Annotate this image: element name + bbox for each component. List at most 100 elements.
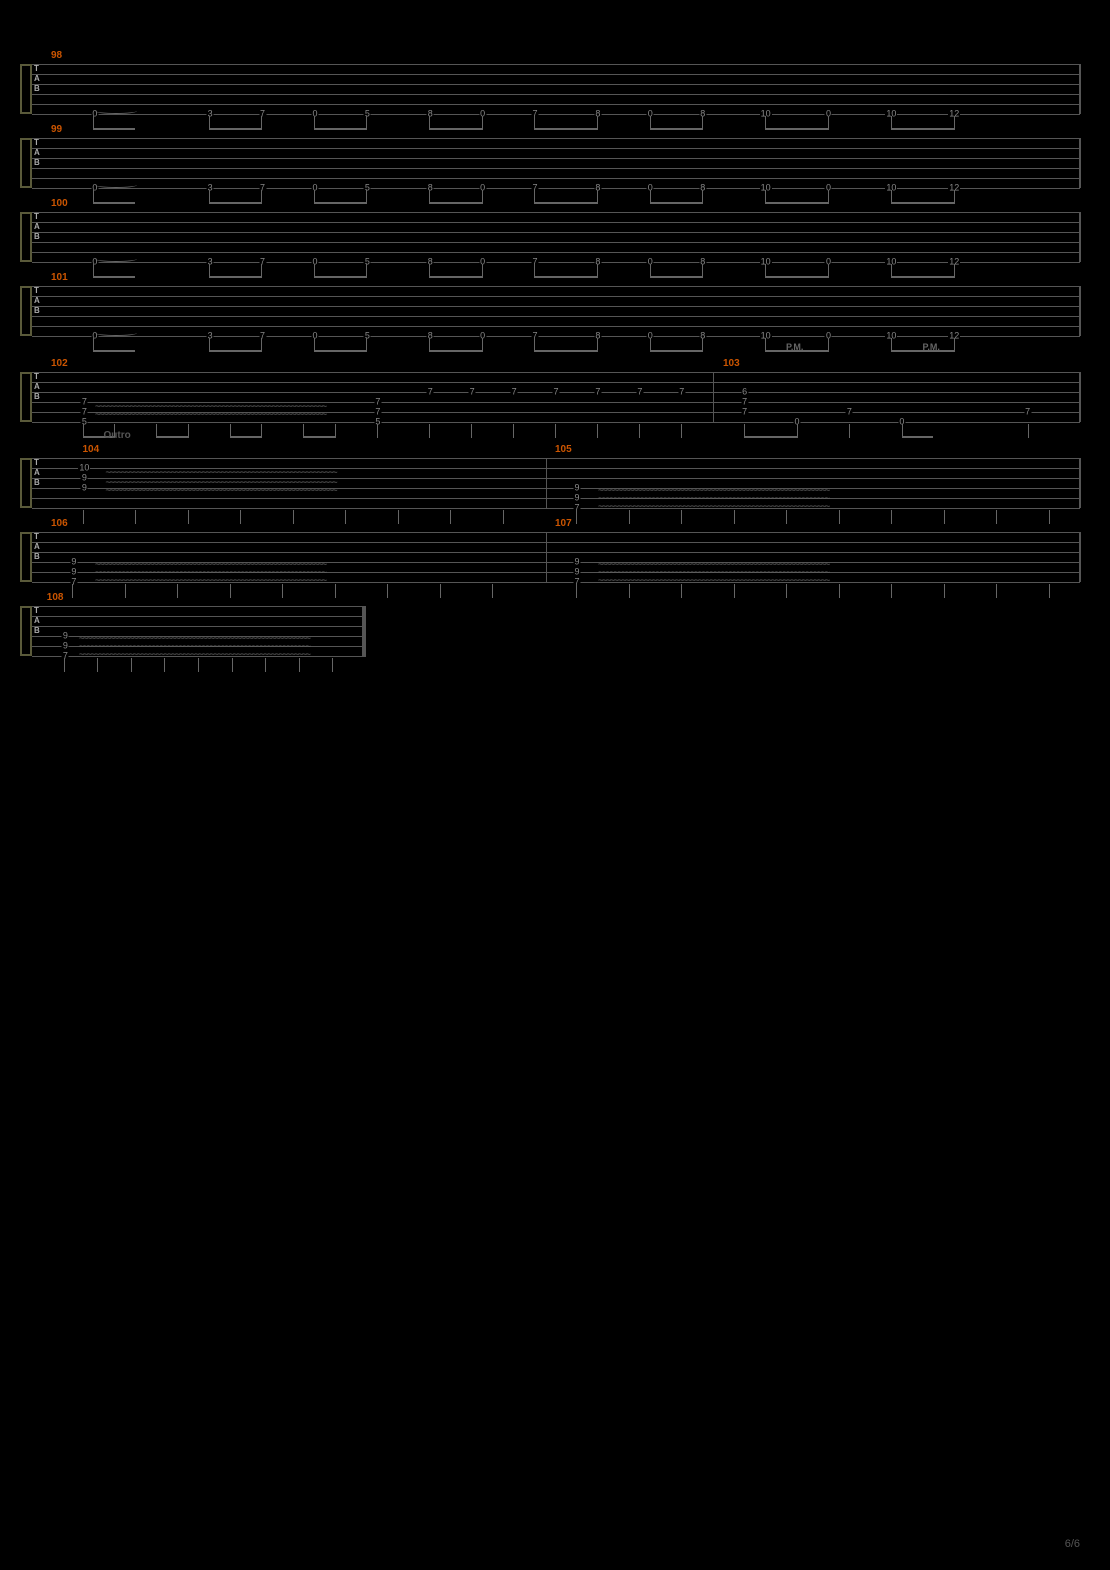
note-stem [786, 510, 787, 524]
section-label: Outro [104, 430, 131, 441]
string-line [32, 382, 1080, 383]
beam [93, 128, 135, 130]
string-line [32, 178, 1080, 179]
string-line [32, 168, 1080, 169]
note-stem [345, 510, 346, 524]
fret-number: 8 [427, 110, 434, 119]
note-stem [639, 424, 640, 438]
beam [429, 276, 482, 278]
tab-staff: TAB037058078081001012 [30, 286, 1080, 336]
note-stem [232, 658, 233, 672]
note-stem [734, 510, 735, 524]
string-line [32, 94, 1080, 95]
fret-number: 7 [594, 388, 601, 397]
note-stem [576, 584, 577, 598]
measure-number: 100 [51, 198, 68, 209]
note-stem [702, 190, 703, 204]
note-stem [366, 190, 367, 204]
fret-number: 5 [364, 332, 371, 341]
beam [744, 436, 797, 438]
note-stem [555, 424, 556, 438]
note-stem [681, 510, 682, 524]
fret-number: 9 [81, 474, 88, 483]
measure-row: 98TAB037058078081001012 [30, 64, 1080, 114]
beam [765, 276, 828, 278]
measure-number: 98 [51, 50, 62, 61]
fret-number: 9 [62, 642, 69, 651]
beam [534, 128, 597, 130]
string-line [32, 232, 1080, 233]
fret-number: 0 [311, 110, 318, 119]
note-stem [429, 424, 430, 438]
measure-row: 101TAB037058078081001012 [30, 286, 1080, 336]
note-stem [366, 338, 367, 352]
string-line [32, 252, 1080, 253]
beam [891, 128, 954, 130]
fret-number: 7 [81, 398, 88, 407]
barline [1080, 458, 1081, 508]
staff-bracket [20, 532, 30, 582]
note-stem [377, 424, 378, 438]
vibrato-mark: ~~~~~~~~~~~~~~~~~~~~~~~~~~~~~~~~~~~~~~~~… [105, 486, 524, 497]
string-line [32, 326, 1080, 327]
string-line [32, 606, 366, 607]
string-line [32, 64, 1080, 65]
fret-number: 7 [469, 388, 476, 397]
string-line [32, 222, 1080, 223]
tab-clef: TAB [34, 458, 40, 488]
note-stem [83, 510, 84, 524]
note-stem [954, 190, 955, 204]
fret-number: 9 [70, 568, 77, 577]
string-line [32, 372, 1080, 373]
beam [650, 276, 703, 278]
string-line [32, 188, 1080, 189]
note-stem [734, 584, 735, 598]
string-line [32, 114, 1080, 115]
fret-number: 5 [364, 258, 371, 267]
note-stem [828, 190, 829, 204]
string-line [32, 84, 1080, 85]
string-line [32, 158, 1080, 159]
note-stem [97, 658, 98, 672]
string-line [32, 104, 1080, 105]
note-stem [954, 116, 955, 130]
note-stem [188, 510, 189, 524]
tab-clef: TAB [34, 606, 40, 636]
beam [93, 276, 135, 278]
string-line [32, 262, 1080, 263]
string-line [32, 616, 366, 617]
barline [1080, 64, 1081, 114]
tab-page: 98TAB03705807808100101299TAB037058078081… [0, 0, 1110, 714]
barline [1079, 64, 1080, 114]
beam [534, 350, 597, 352]
vibrato-mark: ~~~~~~~~~~~~~~~~~~~~~~~~~~~~~~~~~~~~~~~~… [95, 576, 525, 587]
note-stem [1028, 424, 1029, 438]
beam [534, 202, 597, 204]
note-stem [261, 338, 262, 352]
staff-bracket [20, 606, 30, 656]
measure-row: 99TAB037058078081001012 [30, 138, 1080, 188]
string-line [32, 626, 366, 627]
tie [95, 108, 137, 114]
beam [314, 350, 367, 352]
note-stem [240, 510, 241, 524]
tab-staff: TAB77577577777776770707~~~~~~~~~~~~~~~~~… [30, 372, 1080, 422]
fret-number: 0 [311, 258, 318, 267]
fret-number: 0 [311, 184, 318, 193]
barline [1080, 212, 1081, 262]
note-stem [482, 338, 483, 352]
beam [429, 350, 482, 352]
note-stem [597, 116, 598, 130]
tie [95, 256, 137, 262]
note-stem [891, 584, 892, 598]
string-line [32, 212, 1080, 213]
note-stem [996, 510, 997, 524]
note-stem [702, 116, 703, 130]
tab-staff: TAB037058078081001012 [30, 212, 1080, 262]
measure-row: 102103P.M.P.M.TAB77577577777776770707~~~… [30, 372, 1080, 422]
note-stem [629, 584, 630, 598]
string-line [32, 296, 1080, 297]
fret-number: 9 [573, 484, 580, 493]
fret-number: 7 [636, 388, 643, 397]
note-stem [891, 510, 892, 524]
